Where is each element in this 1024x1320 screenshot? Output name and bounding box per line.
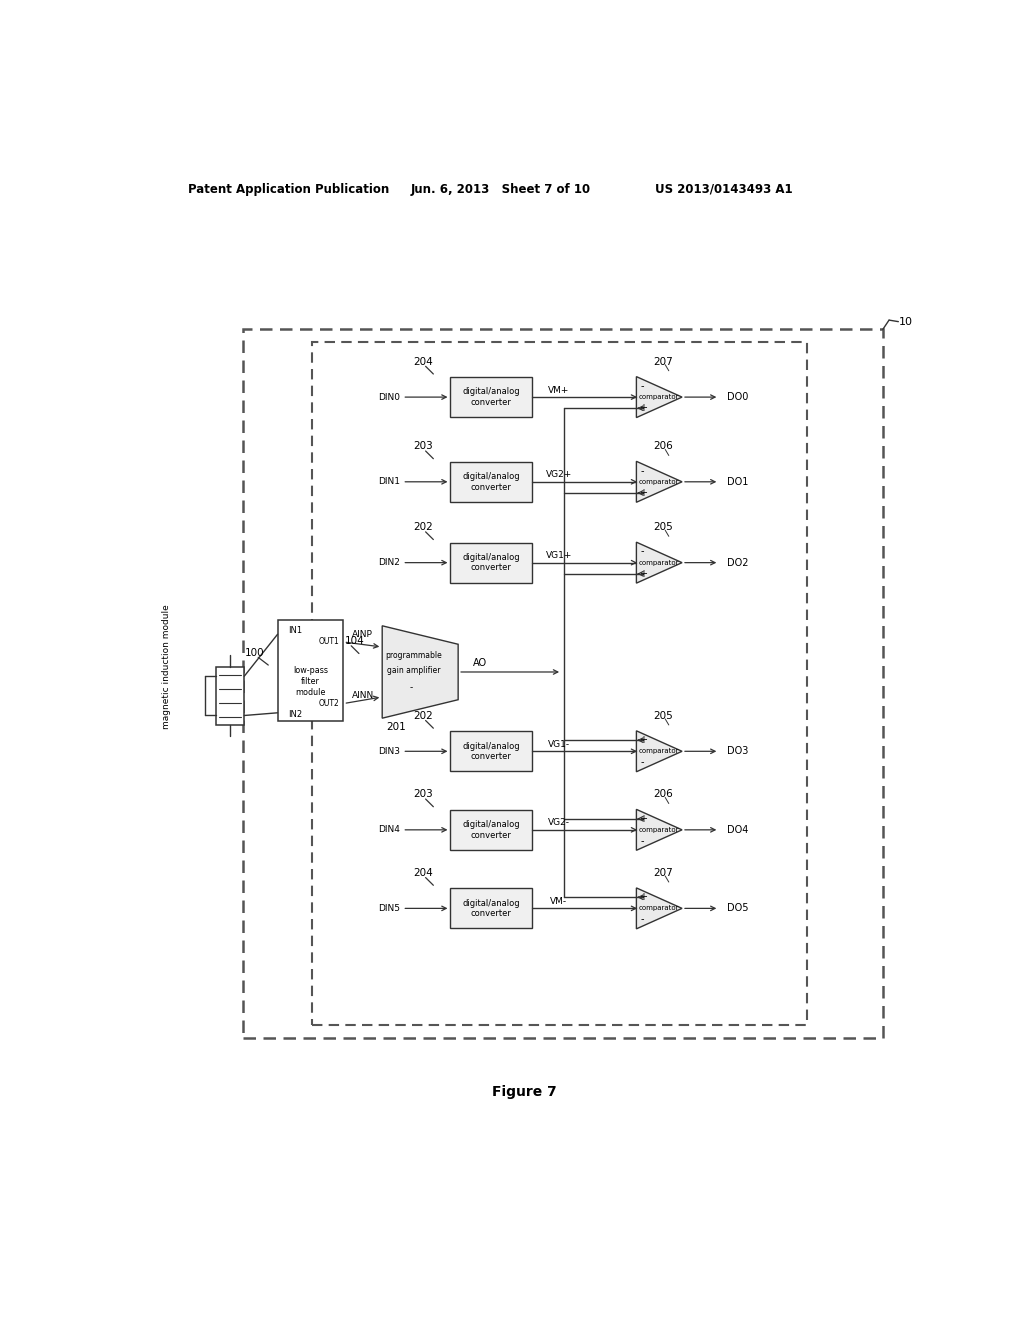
- Text: DIN0: DIN0: [378, 392, 400, 401]
- Text: 206: 206: [653, 441, 673, 451]
- Text: AO: AO: [473, 657, 487, 668]
- Text: 203: 203: [414, 441, 433, 451]
- Text: -: -: [641, 546, 644, 557]
- Text: 104: 104: [345, 636, 365, 647]
- Text: DO0: DO0: [727, 392, 749, 403]
- Text: OUT1: OUT1: [318, 638, 340, 647]
- Polygon shape: [636, 461, 682, 503]
- Bar: [278, 620, 343, 721]
- Text: Patent Application Publication: Patent Application Publication: [188, 182, 390, 195]
- Text: DIN4: DIN4: [378, 825, 400, 834]
- Text: VM-: VM-: [550, 898, 567, 906]
- Text: VG1-: VG1-: [548, 741, 570, 748]
- Text: digital/analog: digital/analog: [462, 742, 520, 751]
- Text: converter: converter: [471, 397, 512, 407]
- Text: converter: converter: [471, 909, 512, 919]
- Bar: [451, 810, 531, 850]
- Bar: [216, 667, 245, 725]
- Polygon shape: [636, 809, 682, 850]
- Text: DO3: DO3: [727, 746, 749, 756]
- Text: DIN5: DIN5: [378, 904, 400, 913]
- Text: -: -: [641, 836, 644, 846]
- Polygon shape: [636, 888, 682, 929]
- Bar: [451, 731, 531, 771]
- Text: DO4: DO4: [727, 825, 749, 834]
- Text: digital/analog: digital/analog: [462, 553, 520, 562]
- Text: digital/analog: digital/analog: [462, 473, 520, 480]
- Bar: [243, 330, 883, 1038]
- Bar: [451, 378, 531, 417]
- Bar: [312, 342, 807, 1024]
- Polygon shape: [636, 731, 682, 772]
- Text: comparator: comparator: [639, 395, 680, 400]
- Text: IN2: IN2: [289, 710, 302, 719]
- Polygon shape: [382, 626, 458, 718]
- Text: DIN1: DIN1: [378, 478, 400, 486]
- Text: Jun. 6, 2013   Sheet 7 of 10: Jun. 6, 2013 Sheet 7 of 10: [411, 182, 591, 195]
- Text: VG2+: VG2+: [546, 470, 572, 479]
- Polygon shape: [636, 376, 682, 417]
- Bar: [451, 543, 531, 582]
- Text: AINP: AINP: [352, 630, 374, 639]
- Text: comparator: comparator: [639, 560, 680, 566]
- Text: low-pass: low-pass: [293, 667, 328, 675]
- Text: comparator: comparator: [639, 748, 680, 754]
- Text: DIN3: DIN3: [378, 747, 400, 756]
- Text: +: +: [639, 892, 646, 903]
- Text: filter: filter: [301, 677, 319, 686]
- Text: converter: converter: [471, 830, 512, 840]
- Text: converter: converter: [471, 483, 512, 491]
- Text: comparator: comparator: [639, 906, 680, 911]
- Text: VG1+: VG1+: [546, 552, 572, 560]
- Text: US 2013/0143493 A1: US 2013/0143493 A1: [655, 182, 793, 195]
- Text: DO2: DO2: [727, 557, 749, 568]
- Text: digital/analog: digital/analog: [462, 387, 520, 396]
- Text: 207: 207: [653, 869, 673, 878]
- Text: AINN: AINN: [351, 692, 374, 701]
- Text: 202: 202: [414, 523, 433, 532]
- Text: magnetic induction module: magnetic induction module: [162, 605, 171, 729]
- Text: 204: 204: [414, 869, 433, 878]
- Text: 203: 203: [414, 789, 433, 800]
- Text: 202: 202: [414, 711, 433, 721]
- Text: +: +: [639, 403, 646, 413]
- Text: 207: 207: [653, 356, 673, 367]
- Text: module: module: [295, 688, 326, 697]
- Text: +: +: [639, 488, 646, 498]
- Text: programmable: programmable: [386, 651, 442, 660]
- Bar: [451, 462, 531, 502]
- Text: 10: 10: [899, 317, 913, 326]
- Text: DO1: DO1: [727, 477, 749, 487]
- Bar: [451, 888, 531, 928]
- Text: VG2-: VG2-: [548, 818, 570, 828]
- Text: VM+: VM+: [548, 385, 569, 395]
- Text: digital/analog: digital/analog: [462, 820, 520, 829]
- Text: -: -: [641, 466, 644, 475]
- Text: +: +: [639, 569, 646, 578]
- Polygon shape: [636, 543, 682, 583]
- Text: -: -: [641, 381, 644, 391]
- Text: -: -: [641, 758, 644, 767]
- Text: comparator: comparator: [639, 479, 680, 484]
- Text: Figure 7: Figure 7: [493, 1085, 557, 1098]
- Text: 204: 204: [414, 356, 433, 367]
- Text: 205: 205: [653, 523, 673, 532]
- Text: 100: 100: [245, 648, 264, 657]
- Text: 201: 201: [386, 722, 407, 733]
- Text: gain amplifier: gain amplifier: [387, 665, 441, 675]
- Text: OUT2: OUT2: [318, 700, 340, 708]
- Text: DIN2: DIN2: [378, 558, 400, 568]
- Text: comparator: comparator: [639, 826, 680, 833]
- Text: converter: converter: [471, 564, 512, 573]
- Text: 205: 205: [653, 711, 673, 721]
- Text: DO5: DO5: [727, 903, 749, 913]
- Text: IN1: IN1: [289, 626, 302, 635]
- Text: -: -: [410, 684, 413, 692]
- Text: digital/analog: digital/analog: [462, 899, 520, 908]
- Text: -: -: [641, 915, 644, 924]
- Text: 206: 206: [653, 789, 673, 800]
- Text: +: +: [639, 735, 646, 746]
- Text: +: +: [639, 813, 646, 824]
- Text: converter: converter: [471, 752, 512, 762]
